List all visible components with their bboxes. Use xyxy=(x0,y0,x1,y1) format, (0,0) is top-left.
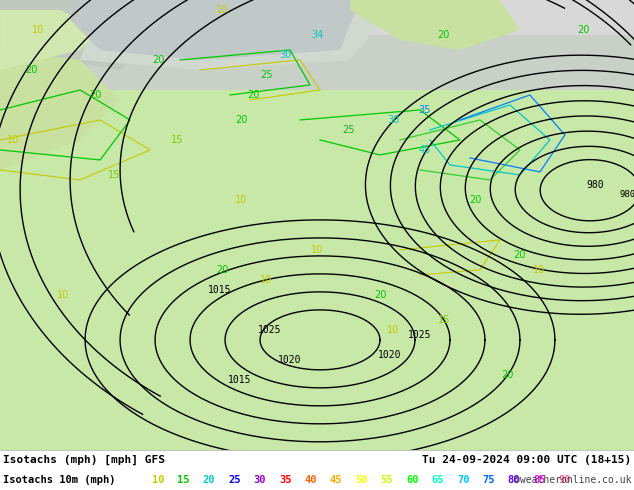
Text: 1015: 1015 xyxy=(228,375,252,385)
Polygon shape xyxy=(0,50,120,170)
Polygon shape xyxy=(0,35,634,90)
Text: 20: 20 xyxy=(577,25,590,35)
Text: 10: 10 xyxy=(387,325,399,335)
Text: 34: 34 xyxy=(311,30,323,40)
Text: 10: 10 xyxy=(235,195,247,205)
Text: 80: 80 xyxy=(508,475,521,485)
Text: 20: 20 xyxy=(89,90,101,100)
Text: 20: 20 xyxy=(514,250,526,260)
Text: 10: 10 xyxy=(533,265,545,275)
Polygon shape xyxy=(0,10,100,70)
Text: 20: 20 xyxy=(235,115,247,125)
Text: 15: 15 xyxy=(108,170,120,180)
Text: 10: 10 xyxy=(7,135,19,145)
Text: 35: 35 xyxy=(279,475,292,485)
Text: Tu 24-09-2024 09:00 UTC (18+15): Tu 24-09-2024 09:00 UTC (18+15) xyxy=(422,455,631,465)
Text: 1020: 1020 xyxy=(378,350,402,360)
Text: 15: 15 xyxy=(177,475,190,485)
Text: 30: 30 xyxy=(387,115,399,125)
Text: 1025: 1025 xyxy=(408,330,432,340)
Polygon shape xyxy=(70,0,360,60)
Text: 980: 980 xyxy=(620,190,634,199)
Text: 65: 65 xyxy=(432,475,444,485)
Text: 10: 10 xyxy=(32,25,44,35)
Text: 40: 40 xyxy=(304,475,317,485)
Text: 10: 10 xyxy=(57,290,70,300)
Text: 20: 20 xyxy=(437,30,450,40)
Text: 20: 20 xyxy=(152,55,165,65)
Text: 35: 35 xyxy=(418,105,431,115)
Text: 1025: 1025 xyxy=(258,325,281,335)
Text: 15: 15 xyxy=(437,315,450,325)
Text: 55: 55 xyxy=(380,475,393,485)
Text: 70: 70 xyxy=(457,475,470,485)
Polygon shape xyxy=(0,80,634,450)
Text: 1015: 1015 xyxy=(209,285,232,295)
Text: 25: 25 xyxy=(228,475,240,485)
Text: 50: 50 xyxy=(355,475,368,485)
Text: 30: 30 xyxy=(254,475,266,485)
Polygon shape xyxy=(80,0,400,70)
Text: 20: 20 xyxy=(469,195,482,205)
Text: 980: 980 xyxy=(586,180,604,190)
Text: 45: 45 xyxy=(330,475,342,485)
Text: 20: 20 xyxy=(501,370,514,380)
Text: 20: 20 xyxy=(216,265,228,275)
Text: 10: 10 xyxy=(260,275,273,285)
Text: Isotachs 10m (mph): Isotachs 10m (mph) xyxy=(3,475,115,485)
Text: 985: 985 xyxy=(633,192,634,200)
Text: Isotachs (mph) [mph] GFS: Isotachs (mph) [mph] GFS xyxy=(3,455,165,465)
Text: 30: 30 xyxy=(279,50,292,60)
Text: 10: 10 xyxy=(216,5,228,15)
Text: 25: 25 xyxy=(260,70,273,80)
Text: 90: 90 xyxy=(559,475,571,485)
Text: 85: 85 xyxy=(533,475,546,485)
Text: 15: 15 xyxy=(171,135,184,145)
Text: 1020: 1020 xyxy=(278,355,302,365)
Text: 10: 10 xyxy=(311,245,323,255)
Text: ©weatheronline.co.uk: ©weatheronline.co.uk xyxy=(514,475,631,485)
Polygon shape xyxy=(350,0,520,50)
Bar xyxy=(0,0,634,35)
Text: 20: 20 xyxy=(25,65,38,75)
Polygon shape xyxy=(0,0,200,70)
Polygon shape xyxy=(0,0,634,80)
Text: 20: 20 xyxy=(203,475,215,485)
Text: 10: 10 xyxy=(152,475,164,485)
Text: 20: 20 xyxy=(247,90,260,100)
Text: 25: 25 xyxy=(342,125,355,135)
Text: 45: 45 xyxy=(418,145,431,155)
Text: 20: 20 xyxy=(374,290,387,300)
Bar xyxy=(0,90,634,450)
Text: 60: 60 xyxy=(406,475,418,485)
Text: 75: 75 xyxy=(482,475,495,485)
